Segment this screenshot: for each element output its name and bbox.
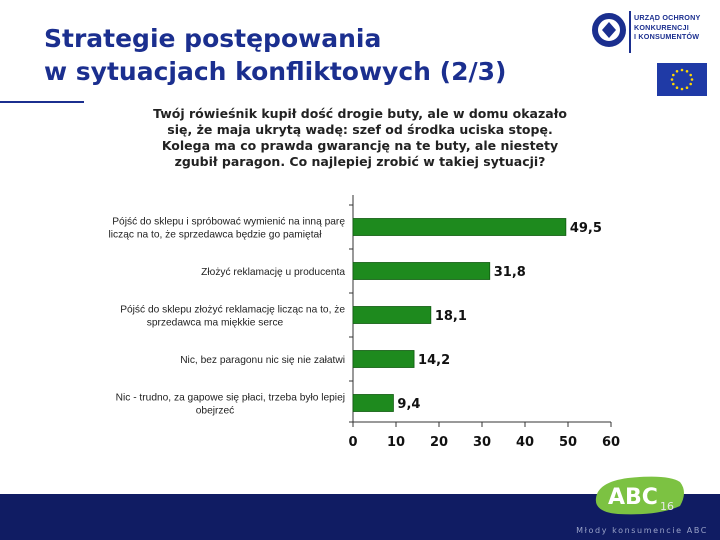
x-tick-label: 60 — [602, 435, 620, 450]
title-underline — [0, 101, 84, 103]
bar-value-label: 49,5 — [570, 221, 602, 236]
category-label: Nic, bez paragonu nic się nie załatwi — [180, 355, 345, 366]
category-label: licząc na to, że sprzedawca będzie go pa… — [109, 230, 323, 241]
x-tick-label: 30 — [473, 435, 491, 450]
logo-line: I KONSUMENTÓW — [634, 32, 700, 41]
category-label: sprzedawca ma miękkie serce — [147, 318, 284, 329]
logo-line: URZĄD OCHRONY — [634, 13, 701, 22]
x-tick-label: 0 — [348, 435, 357, 450]
question-line: się, że maja ukrytą wadę: szef od środka… — [167, 122, 553, 137]
question-text: Twój rówieśnik kupił dość drogie buty, a… — [120, 106, 600, 170]
x-tick-label: 10 — [387, 435, 405, 450]
slide-title-line: w sytuacjach konfliktowych (2/3) — [44, 57, 507, 86]
bar — [352, 306, 432, 324]
slide-title: Strategie postępowania w sytuacjach konf… — [44, 22, 506, 88]
bar-value-label: 31,8 — [494, 265, 526, 280]
bar-value-label: 14,2 — [418, 353, 450, 368]
footer-text: Młody konsumencie ABC — [576, 526, 708, 535]
question-line: Kolega ma co prawda gwarancję na te buty… — [161, 138, 559, 153]
uokik-logo-icon — [592, 11, 631, 53]
category-label: obejrzeć — [196, 406, 235, 417]
category-label: Złożyć reklamację u producenta — [201, 267, 345, 278]
question-line: zgubił paragon. Co najlepiej zrobić w ta… — [174, 154, 546, 169]
bar-value-label: 18,1 — [435, 309, 467, 324]
x-tick-label: 40 — [516, 435, 534, 450]
uokik-logo-text: URZĄD OCHRONY KONKURENCJI I KONSUMENTÓW — [634, 13, 720, 42]
abc-logo-icon: ABC — [595, 476, 684, 515]
eu-flag-icon — [657, 63, 707, 96]
bar-value-label: 9,4 — [397, 397, 420, 412]
category-label: Nic - trudno, za gapowe się płaci, trzeb… — [116, 393, 345, 404]
category-label: Pójść do sklepu złożyć reklamację licząc… — [120, 305, 345, 316]
slide-title-line: Strategie postępowania — [44, 24, 382, 53]
bar — [352, 394, 394, 412]
page-number: 16 — [660, 500, 674, 513]
x-tick-label: 50 — [559, 435, 577, 450]
bar — [352, 218, 567, 236]
bar — [352, 350, 415, 368]
bar-chart: 49,5 Pójść do sklepu i spróbować wymienić… — [109, 195, 620, 450]
abc-logo-text: ABC — [608, 485, 658, 510]
category-label: Pójść do sklepu i spróbować wymienić na … — [112, 217, 345, 228]
bar — [352, 262, 491, 280]
question-line: Twój rówieśnik kupił dość drogie buty, a… — [153, 106, 567, 121]
logo-line: KONKURENCJI — [634, 22, 689, 32]
x-tick-label: 20 — [430, 435, 448, 450]
